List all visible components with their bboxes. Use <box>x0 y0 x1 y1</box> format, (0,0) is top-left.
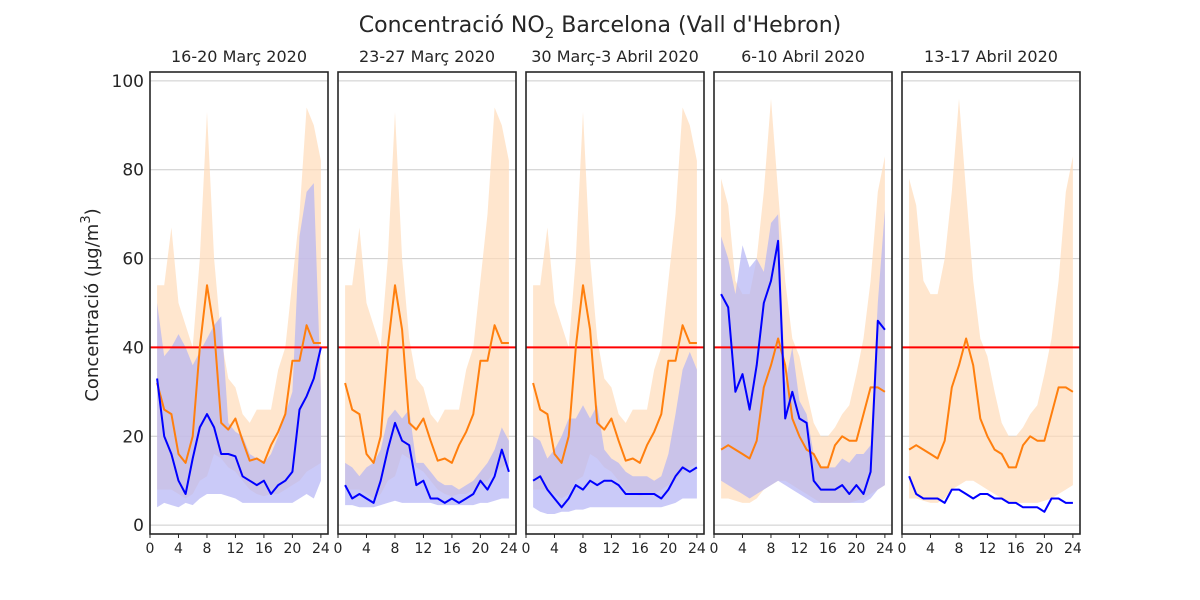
x-tick-label: 12 <box>415 541 433 557</box>
x-tick-label: 20 <box>1035 541 1053 557</box>
x-tick-label: 12 <box>227 541 245 557</box>
x-tick-label: 16 <box>819 541 837 557</box>
x-tick-label: 16 <box>443 541 461 557</box>
x-tick-label: 4 <box>362 541 371 557</box>
current-series-line <box>532 466 698 509</box>
x-tick-label: 0 <box>710 541 719 557</box>
historical-series-line <box>720 337 886 469</box>
panel-frame <box>713 71 893 535</box>
panel-title: 6-10 Abril 2020 <box>741 47 865 66</box>
plot-area <box>150 107 328 508</box>
panel-4: 6-10 Abril 2020 0 4 8 12 16 20 24 <box>710 47 894 557</box>
current-series-line <box>908 475 1073 513</box>
x-tick-label: 0 <box>334 541 343 557</box>
panel-title: 13-17 Abril 2020 <box>924 47 1058 66</box>
x-tick-label: 24 <box>312 541 330 557</box>
y-tick-label: 80 <box>122 161 144 181</box>
panel-title: 23-27 Març 2020 <box>359 47 495 66</box>
panel-frame <box>525 71 705 535</box>
y-axis-label: Concentració (µg/m3) <box>79 208 103 401</box>
x-tick-label: 16 <box>255 541 273 557</box>
plot-area <box>526 107 704 514</box>
x-tick-label: 12 <box>791 541 809 557</box>
historical-series-line <box>344 284 509 464</box>
x-tick-label: 24 <box>688 541 706 557</box>
x-tick-label: 8 <box>766 541 775 557</box>
current-range-band <box>157 183 321 508</box>
y-tick-label: 100 <box>112 72 144 92</box>
current-range-band <box>721 209 885 503</box>
x-tick-label: 24 <box>1064 541 1082 557</box>
panel-title: 30 Març-3 Abril 2020 <box>531 47 699 66</box>
plot-area <box>714 98 892 503</box>
x-tick-label: 24 <box>500 541 518 557</box>
x-tick-label: 8 <box>578 541 587 557</box>
panel-1: 16-20 Març 2020 0 4 8 12 16 20 24 0 20 40 60 80 100 <box>112 47 330 557</box>
x-tick-label: 4 <box>738 541 747 557</box>
x-tick-label: 8 <box>202 541 211 557</box>
x-tick-label: 20 <box>847 541 865 557</box>
panel-frame <box>149 71 329 535</box>
x-tick-label: 4 <box>550 541 559 557</box>
x-tick-label: 4 <box>926 541 935 557</box>
x-tick-label: 20 <box>659 541 677 557</box>
x-tick-label: 8 <box>390 541 399 557</box>
current-range-band <box>345 409 509 508</box>
historical-series-line <box>156 284 321 464</box>
panel-title: 16-20 Març 2020 <box>171 47 307 66</box>
current-series-line <box>156 347 322 495</box>
panel-2: 23-27 Març 2020 0 4 8 12 16 20 24 <box>334 47 518 557</box>
panel-3: 30 Març-3 Abril 2020 0 4 8 12 16 20 24 <box>522 47 706 557</box>
x-tick-label: 12 <box>979 541 997 557</box>
historical-series-line <box>908 337 1074 469</box>
x-tick-label: 4 <box>174 541 183 557</box>
current-series-line <box>720 239 886 495</box>
historical-range-band <box>345 107 509 499</box>
plot-area <box>338 107 516 508</box>
y-tick-label: 40 <box>122 338 144 358</box>
x-tick-label: 16 <box>1007 541 1025 557</box>
x-tick-label: 12 <box>603 541 621 557</box>
panel-frame <box>337 71 517 535</box>
current-range-band <box>533 351 697 514</box>
current-series-line <box>344 421 510 504</box>
x-tick-label: 20 <box>283 541 301 557</box>
x-tick-label: 24 <box>876 541 894 557</box>
historical-series-line <box>532 284 697 464</box>
y-tick-label: 0 <box>133 516 144 536</box>
plot-area <box>902 98 1080 513</box>
x-tick-label: 0 <box>146 541 155 557</box>
x-tick-label: 0 <box>522 541 531 557</box>
panel-frame <box>901 71 1081 535</box>
x-tick-label: 20 <box>471 541 489 557</box>
panel-5: 13-17 Abril 2020 0 4 8 12 16 20 24 <box>898 47 1082 557</box>
historical-range-band <box>533 107 697 499</box>
y-tick-label: 60 <box>122 250 144 270</box>
x-tick-label: 0 <box>898 541 907 557</box>
chart-title: Concentració NO2 Barcelona (Vall d'Hebro… <box>359 13 841 42</box>
y-tick-label: 20 <box>122 427 144 447</box>
x-tick-label: 16 <box>631 541 649 557</box>
x-tick-label: 8 <box>954 541 963 557</box>
